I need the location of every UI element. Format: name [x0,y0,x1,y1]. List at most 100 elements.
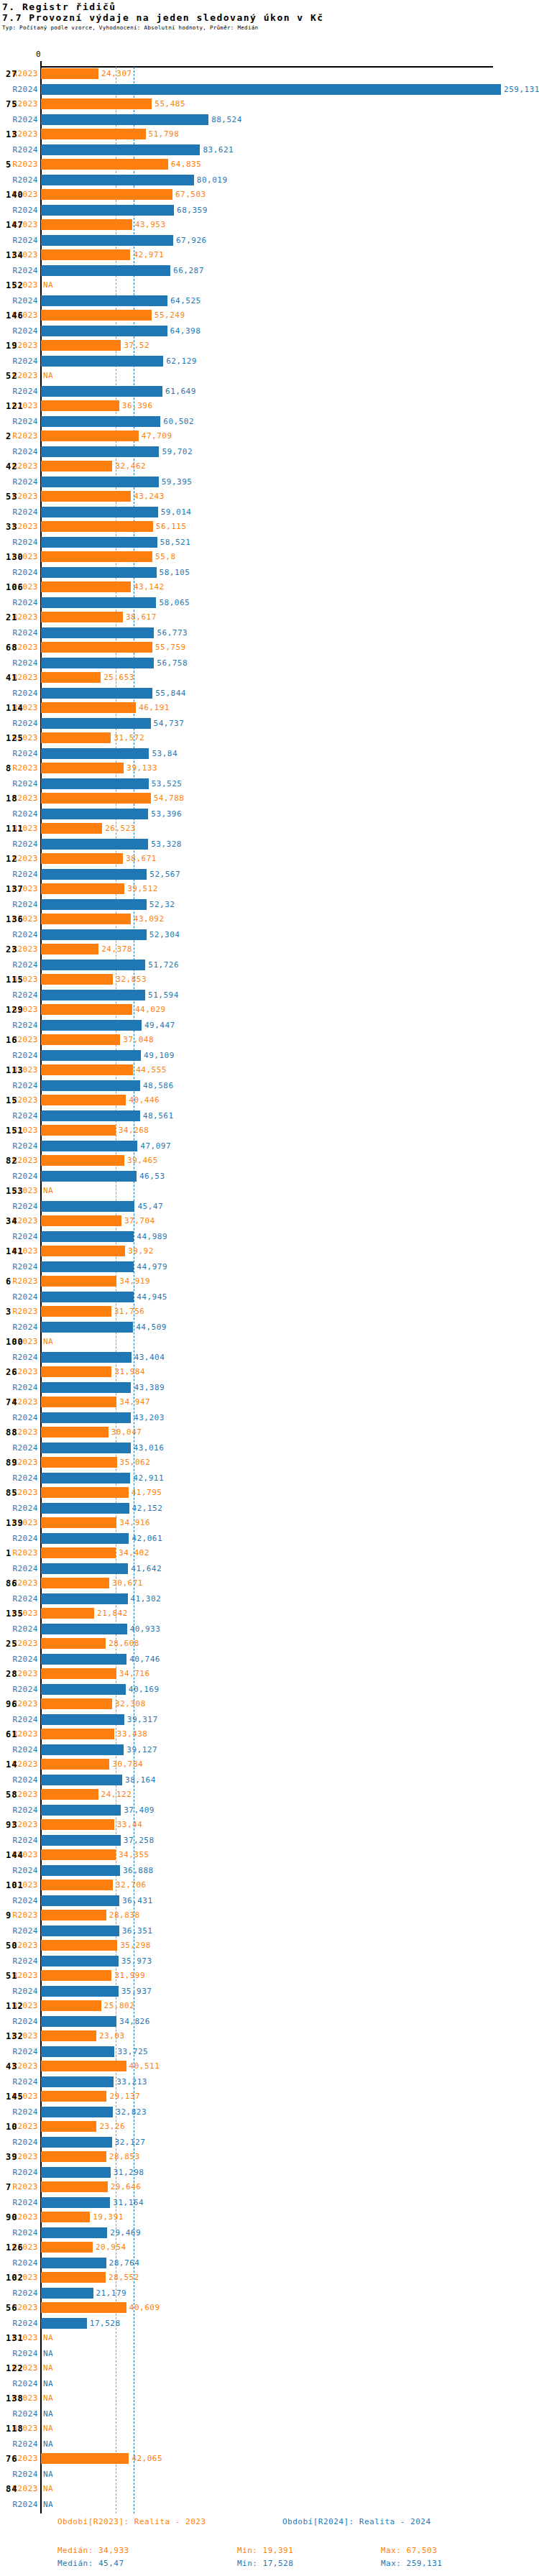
value-label: 55,485 [155,98,185,109]
bar-r2024 [41,2318,87,2329]
bar-group: 106R202343,142R202458,065 [0,581,539,612]
value-label: 53,328 [151,839,182,850]
bar-area: 39,92 [41,1246,539,1256]
bar-row-r2023: R202364,835 [0,159,539,170]
bar-r2023 [41,1427,109,1438]
bar-row-r2024: R202436,431 [0,1895,539,1906]
series-label-r2024: R2024 [0,477,41,487]
bar-area: 33,213 [41,2076,539,2087]
bar-r2023 [41,1970,111,1981]
bar-area: 40,746 [41,1654,539,1665]
bar-area: 31,298 [41,2167,539,2178]
bar-area: 58,521 [41,537,539,548]
value-label: 31,756 [114,1306,145,1317]
bar-area: 33,725 [41,2046,539,2057]
bar-area: 31,999 [41,1970,539,1981]
value-label: 47,097 [140,1141,171,1151]
value-label: 37,048 [123,1034,154,1045]
bar-row-r2024: R202453,84 [0,748,539,759]
bar-row-r2024: R202442,911 [0,1473,539,1484]
bar-row-r2023: R202321,842 [0,1608,539,1619]
bar-group: 90R202319,391R202429,469 [0,2212,539,2242]
row-id: 122 [6,2363,24,2373]
bar-r2024 [41,1503,129,1514]
bar-row-r2024: R202437,409 [0,1805,539,1816]
value-label: 59,014 [161,507,192,518]
bar-row-r2023: R2023NA [0,1185,539,1196]
bar-r2024 [41,295,167,306]
bar-area: 21,842 [41,1608,539,1619]
bar-area: 43,404 [41,1352,539,1363]
bar-row-r2024: R202446,53 [0,1171,539,1182]
bar-area: 46,53 [41,1171,539,1182]
bar-r2023 [41,2181,108,2192]
bar-r2023 [41,1819,114,1830]
series-label-r2024: R2024 [0,628,41,638]
bar-area: 32,127 [41,2137,539,2148]
series-label-r2024: R2024 [0,1775,41,1785]
bar-group: 146R202355,249R202464,398 [0,310,539,340]
bar-area: 24,378 [41,944,539,954]
bar-r2024 [41,1865,120,1876]
bar-row-r2023: R2023NA [0,1336,539,1347]
chart-type-line: Typ: Počítaný podle vzorce, Vyhodnocení:… [2,24,324,31]
bar-area: 32,823 [41,2107,539,2117]
value-label: 43,016 [134,1443,165,1453]
series-label-r2024: R2024 [0,960,41,970]
bar-area: 53,525 [41,778,539,789]
bar-r2024 [41,1563,128,1574]
bar-area: 42,911 [41,1473,539,1484]
bar-area: 34,947 [41,1397,539,1407]
bar-group: 34R202337,704R202444,989 [0,1215,539,1246]
series-label-r2024: R2024 [0,1111,41,1121]
bar-area: 36,888 [41,1865,539,1876]
bar-area: 20,954 [41,2242,539,2253]
series-label-r2024: R2024 [0,85,41,94]
bar-area: 25,653 [41,672,539,683]
bar-r2023 [41,2061,126,2071]
bar-area: 60,502 [41,416,539,427]
bar-r2024 [41,929,147,940]
bar-r2023 [41,1064,133,1075]
series-label-r2024: R2024 [0,779,41,788]
value-label: 32,823 [116,2107,147,2117]
bar-r2023 [41,2212,90,2222]
bar-r2024 [41,1714,124,1725]
bar-area: 43,016 [41,1443,539,1453]
value-label: 33,725 [117,2046,148,2057]
bar-row-r2024: R2024NA [0,2378,539,2389]
bar-area: 59,395 [41,477,539,487]
bar-r2023 [41,702,136,713]
bar-area: 61,649 [41,386,539,397]
value-label: 44,555 [136,1064,167,1075]
bar-group: 93R202333,44R202437,258 [0,1819,539,1849]
row-id: 76 [6,2454,17,2464]
bar-row-r2023: R202347,709 [0,431,539,441]
legend-2024: Období[R2024]: Realita - 2024 [282,2517,431,2526]
bar-r2024 [41,1050,141,1061]
row-id: 125 [6,733,24,743]
series-label-r2024: R2024 [0,1624,41,1634]
value-label: 33,44 [117,1819,143,1830]
bar-group: 18R202354,788R202453,396 [0,793,539,823]
bar-row-r2024: R202458,521 [0,537,539,548]
bar-group: 5R202364,835R202480,019 [0,159,539,189]
bar-row-r2024: R202434,826 [0,2016,539,2027]
bar-area: 58,065 [41,597,539,608]
bar-row-r2023: R202328,853 [0,2151,539,2162]
bar-area: 55,249 [41,310,539,321]
bar-area: 35,062 [41,1457,539,1468]
bar-group: 100R2023NAR202443,404 [0,1336,539,1366]
bar-area: 53,84 [41,748,539,759]
series-label-r2024: R2024 [0,930,41,939]
bar-row-r2024: R202440,746 [0,1654,539,1665]
bar-group: 122R2023NAR2024NA [0,2363,539,2393]
bar-r2024 [41,2227,107,2238]
bar-area: 33,44 [41,1819,539,1830]
row-id: 147 [6,220,24,230]
row-id: 26 [6,1367,17,1377]
bar-group: 135R202321,842R202440,933 [0,1608,539,1638]
bar-area: NA [41,1336,539,1347]
value-label: 51,594 [148,990,179,1000]
bar-row-r2023: R2023NA [0,370,539,381]
